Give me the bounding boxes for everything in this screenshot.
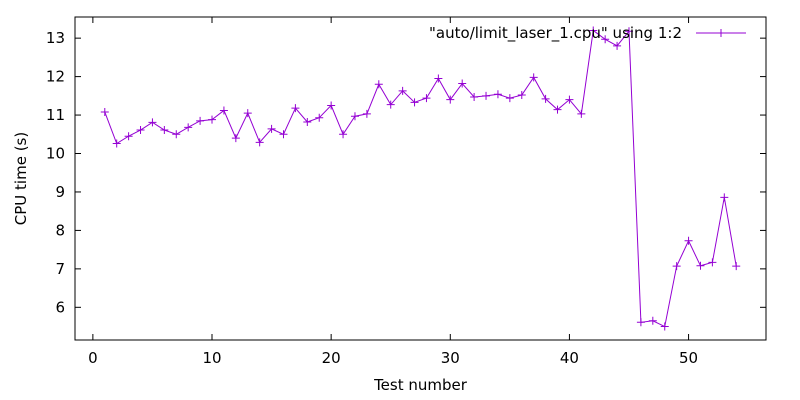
data-point-marker xyxy=(708,258,717,267)
y-tick-label: 12 xyxy=(46,68,65,86)
plot-area-border xyxy=(74,16,767,341)
data-point-marker xyxy=(124,132,133,141)
data-point-marker xyxy=(267,124,276,133)
data-point-marker xyxy=(517,91,526,100)
data-point-marker xyxy=(482,91,491,100)
x-tick-label: 30 xyxy=(441,349,460,367)
data-point-marker xyxy=(255,138,264,147)
x-tick-label: 40 xyxy=(560,349,579,367)
legend-marker xyxy=(717,29,725,37)
legend: "auto/limit_laser_1.cpu" using 1:2 xyxy=(429,24,746,43)
data-point-marker xyxy=(136,126,145,135)
data-point-marker xyxy=(434,74,443,83)
y-tick-label: 9 xyxy=(55,183,65,201)
data-point-marker xyxy=(374,80,383,89)
data-point-marker xyxy=(362,109,371,118)
y-tick-label: 7 xyxy=(55,260,65,278)
x-tick-label: 0 xyxy=(88,349,98,367)
data-point-marker xyxy=(219,106,228,115)
data-point-marker xyxy=(529,73,538,82)
data-point-marker xyxy=(315,113,324,122)
y-tick-label: 10 xyxy=(46,145,65,163)
data-point-marker xyxy=(553,105,562,114)
data-point-marker xyxy=(589,26,598,35)
data-point-marker xyxy=(208,115,217,124)
data-point-marker xyxy=(243,109,252,118)
data-point-marker xyxy=(672,262,681,271)
y-tick-label: 11 xyxy=(46,106,65,124)
data-point-marker xyxy=(172,130,181,139)
legend-label: "auto/limit_laser_1.cpu" using 1:2 xyxy=(429,24,682,43)
data-point-marker xyxy=(636,318,645,327)
data-point-marker xyxy=(303,117,312,126)
data-point-marker xyxy=(339,130,348,139)
data-point-marker xyxy=(386,100,395,109)
data-point-marker xyxy=(327,101,336,110)
data-point-marker xyxy=(541,94,550,103)
axis-ticks: 0 10 20 30 40 50 6 7 8 9 10 11 12 13 xyxy=(46,17,766,367)
data-point-marker xyxy=(160,126,169,135)
data-point-marker xyxy=(148,118,157,127)
data-point-marker xyxy=(493,90,502,99)
data-point-marker xyxy=(601,35,610,44)
data-point-marker xyxy=(696,261,705,270)
data-point-marker xyxy=(624,27,633,36)
data-point-marker xyxy=(410,98,419,107)
data-point-marker xyxy=(350,112,359,121)
data-point-marker xyxy=(446,95,455,104)
x-tick-label: 20 xyxy=(322,349,341,367)
data-point-marker xyxy=(279,130,288,139)
data-point-marker xyxy=(470,92,479,101)
data-point-marker xyxy=(398,86,407,95)
data-point-marker xyxy=(732,262,741,271)
y-tick-label: 6 xyxy=(55,298,65,316)
data-point-marker xyxy=(648,316,657,325)
data-point-marker xyxy=(565,95,574,104)
series-layer xyxy=(100,26,741,331)
data-point-marker xyxy=(231,134,240,143)
x-tick-label: 50 xyxy=(679,349,698,367)
data-point-marker xyxy=(720,193,729,202)
data-point-marker xyxy=(196,116,205,125)
data-point-marker xyxy=(422,94,431,103)
data-point-marker xyxy=(613,41,622,50)
data-point-marker xyxy=(505,94,514,103)
data-point-marker xyxy=(291,104,300,113)
x-axis-label: Test number xyxy=(373,376,468,394)
data-point-marker xyxy=(458,79,467,88)
y-axis-label: CPU time (s) xyxy=(12,132,30,225)
data-point-marker xyxy=(112,139,121,148)
y-tick-label: 8 xyxy=(55,221,65,239)
data-point-marker xyxy=(660,322,669,331)
data-point-marker xyxy=(184,123,193,132)
x-tick-label: 10 xyxy=(202,349,221,367)
data-point-marker xyxy=(684,236,693,245)
data-point-marker xyxy=(577,109,586,118)
y-tick-label: 13 xyxy=(46,29,65,47)
data-point-marker xyxy=(100,107,109,116)
